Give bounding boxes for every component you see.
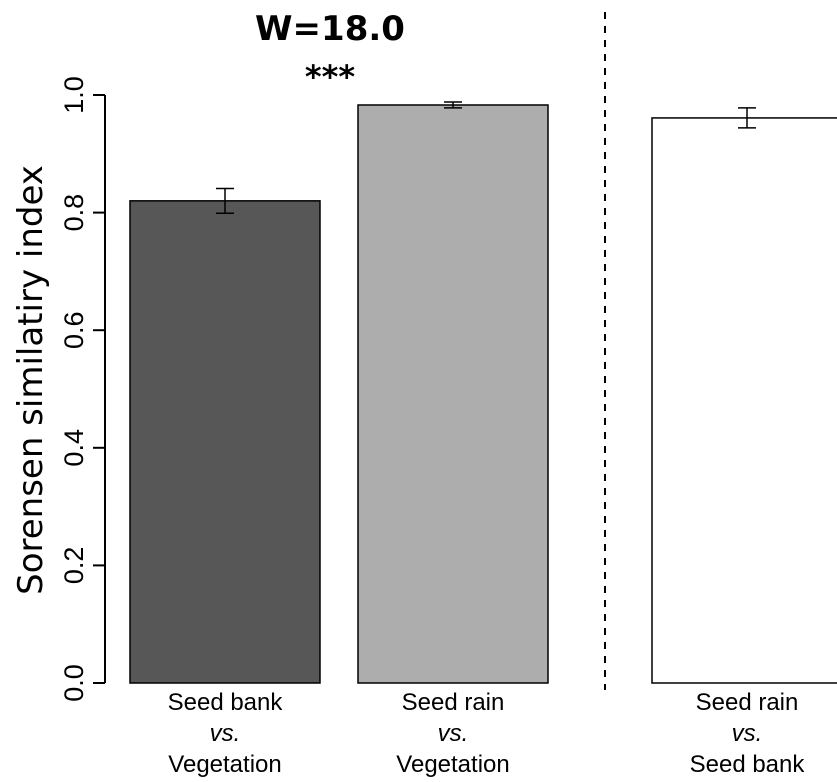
y-axis-label: Sorensen similatiry index <box>11 165 51 595</box>
category-label-line3: Seed bank <box>690 751 806 778</box>
y-tick-label: 0.8 <box>59 194 89 232</box>
bars-group <box>129 104 837 684</box>
category-labels: Seed bank vs. Vegetation Seed rain vs. Vegeta… <box>168 689 806 778</box>
category-label-line2: vs. <box>732 720 763 747</box>
statistic-label: W=18.0 <box>255 9 405 49</box>
y-tick-label: 0.0 <box>59 664 89 702</box>
category-label-line3: Vegetation <box>396 751 509 778</box>
category-label-line1: Seed rain <box>402 689 505 716</box>
bar <box>651 117 837 684</box>
bar <box>357 104 549 684</box>
bar <box>129 200 321 684</box>
y-tick-label: 0.4 <box>59 429 89 467</box>
y-tick-label: 0.6 <box>59 311 89 349</box>
y-tick-label: 0.2 <box>59 547 89 585</box>
category-label-line2: vs. <box>438 720 469 747</box>
y-tick-label: 1.0 <box>59 76 89 114</box>
category-label-line1: Seed bank <box>168 689 284 716</box>
category-label-line3: Vegetation <box>168 751 281 778</box>
category-label-line2: vs. <box>210 720 241 747</box>
error-bars-group <box>216 101 756 214</box>
y-axis: 0.0 0.2 0.4 0.6 0.8 1.0 <box>59 76 106 702</box>
significance-stars: *** <box>305 58 355 96</box>
category-label-line1: Seed rain <box>696 689 799 716</box>
